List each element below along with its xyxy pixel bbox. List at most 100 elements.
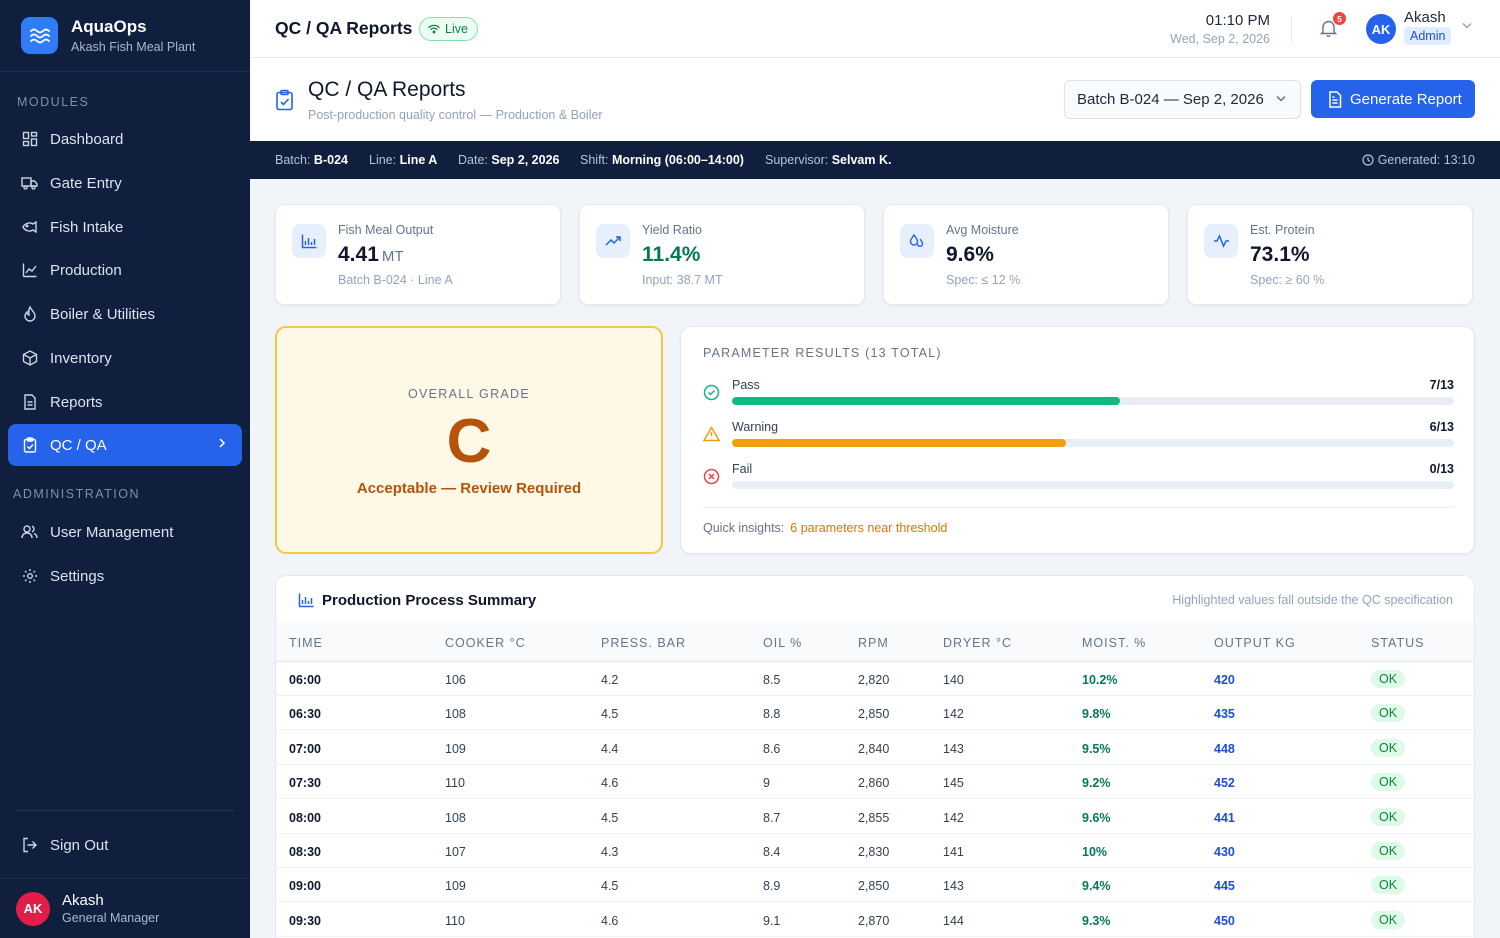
table-cell: 10% bbox=[1082, 845, 1108, 859]
table-cell: 06:30 bbox=[289, 707, 321, 722]
kpi-card-protein: Est. Protein 73.1% Spec: ≥ 60 % bbox=[1187, 204, 1473, 305]
topbar-user-name[interactable]: Akash bbox=[1404, 9, 1446, 26]
box-icon bbox=[21, 350, 38, 367]
users-icon bbox=[21, 524, 38, 541]
chevron-down-icon[interactable] bbox=[1462, 22, 1472, 29]
column-header[interactable]: OIL % bbox=[763, 636, 803, 650]
line-info: Line: Line A bbox=[369, 153, 438, 167]
table-cell: 9.6% bbox=[1082, 810, 1111, 825]
flame-icon bbox=[21, 306, 38, 323]
parameter-divider bbox=[703, 507, 1454, 508]
check-circle-icon bbox=[703, 384, 720, 401]
table-cell: 4.5 bbox=[601, 879, 619, 894]
column-header[interactable]: TIME bbox=[289, 636, 323, 650]
kpi-value: 4.41 MT bbox=[338, 243, 404, 266]
sign-out-button[interactable]: Sign Out bbox=[8, 824, 242, 866]
table-cell: 9.8% bbox=[1082, 707, 1111, 722]
table-cell: 452 bbox=[1214, 776, 1235, 791]
nav-dashboard[interactable]: Dashboard bbox=[8, 118, 242, 160]
sign-out-label: Sign Out bbox=[50, 836, 109, 854]
parameter-row-fail: Fail 0/13 bbox=[703, 462, 1454, 498]
live-label: Live bbox=[445, 22, 468, 36]
kpi-label: Avg Moisture bbox=[946, 223, 1019, 237]
table-cell: 4.3 bbox=[601, 845, 619, 859]
table-cell: 08:30 bbox=[289, 845, 321, 859]
nav-label: Dashboard bbox=[50, 130, 124, 148]
table-row[interactable]: 08:30 107 4.3 8.4 2,830 141 10% 430 OK bbox=[276, 834, 1474, 868]
nav-settings[interactable]: Settings bbox=[8, 555, 242, 597]
nav-qc-qa[interactable]: QC / QA bbox=[8, 424, 242, 466]
table-row[interactable]: 07:30 110 4.6 9 2,860 145 9.2% 452 OK bbox=[276, 765, 1474, 800]
brand-name: AquaOps bbox=[71, 17, 147, 36]
parameter-count: 7/13 bbox=[1429, 378, 1454, 392]
table-cell: 2,840 bbox=[858, 741, 890, 756]
sidebar-user-profile[interactable]: AK Akash General Manager bbox=[0, 878, 250, 938]
dashboard-icon bbox=[21, 131, 38, 148]
fish-icon bbox=[21, 219, 38, 236]
nav-label: Production bbox=[50, 261, 122, 279]
table-note: Highlighted values fall outside the QC s… bbox=[1172, 593, 1453, 607]
kpi-footnote: Input: 38.7 MT bbox=[642, 273, 723, 287]
table-cell: 109 bbox=[445, 879, 466, 894]
progress-fill bbox=[732, 439, 1066, 447]
clock-time: 01:10 PM bbox=[1205, 12, 1270, 29]
table-cell: 142 bbox=[943, 707, 964, 722]
table-cell: 4.5 bbox=[601, 810, 619, 825]
table-cell: 143 bbox=[943, 879, 964, 894]
live-status-badge: Live bbox=[419, 17, 478, 41]
status-badge: OK bbox=[1371, 773, 1406, 792]
user-role-badge: Admin bbox=[1404, 27, 1452, 45]
parameter-row-pass: Pass 7/13 bbox=[703, 378, 1454, 414]
avatar[interactable]: AK bbox=[1366, 14, 1396, 44]
table-cell: 07:30 bbox=[289, 776, 321, 791]
nav-inventory[interactable]: Inventory bbox=[8, 337, 242, 379]
column-header[interactable]: MOIST. % bbox=[1082, 636, 1147, 650]
column-header[interactable]: RPM bbox=[858, 636, 889, 650]
admin-section-label: ADMINISTRATION bbox=[13, 487, 141, 501]
table-cell: 09:00 bbox=[289, 879, 321, 894]
kpi-label: Fish Meal Output bbox=[338, 223, 434, 237]
notifications-button[interactable] bbox=[1319, 19, 1338, 42]
shift-info: Shift: Morning (06:00–14:00) bbox=[580, 153, 744, 167]
table-row[interactable]: 07:00 109 4.4 8.6 2,840 143 9.5% 448 OK bbox=[276, 731, 1474, 765]
status-badge: OK bbox=[1371, 910, 1406, 929]
table-row[interactable]: 08:00 108 4.5 8.7 2,855 142 9.6% 441 OK bbox=[276, 800, 1474, 834]
nav-boiler-utilities[interactable]: Boiler & Utilities bbox=[8, 293, 242, 335]
table-row[interactable]: 06:30 108 4.5 8.8 2,850 142 9.8% 435 OK bbox=[276, 696, 1474, 731]
brand[interactable]: AquaOps Akash Fish Meal Plant bbox=[0, 0, 250, 72]
nav-label: Boiler & Utilities bbox=[50, 305, 156, 323]
clock: 01:10 PM Wed, Sep 2, 2026 bbox=[1170, 12, 1270, 46]
column-header[interactable]: COOKER °C bbox=[445, 636, 526, 650]
table-row[interactable]: 09:00 109 4.5 8.9 2,850 143 9.4% 445 OK bbox=[276, 868, 1474, 903]
waves-logo-icon bbox=[21, 17, 58, 54]
table-cell: 10.2% bbox=[1082, 673, 1118, 687]
table-row[interactable]: 09:30 110 4.6 9.1 2,870 144 9.3% 450 OK bbox=[276, 903, 1474, 937]
generate-report-button[interactable]: Generate Report bbox=[1311, 80, 1475, 118]
table-cell: 420 bbox=[1214, 673, 1235, 687]
column-header[interactable]: STATUS bbox=[1371, 636, 1425, 650]
table-cell: 4.2 bbox=[601, 673, 619, 687]
table-cell: 8.4 bbox=[763, 845, 781, 859]
page-subtitle: Post-production quality control — Produc… bbox=[308, 108, 603, 122]
column-header[interactable]: DRYER °C bbox=[943, 636, 1013, 650]
nav-reports[interactable]: Reports bbox=[8, 381, 242, 423]
kpi-value: 73.1% bbox=[1250, 243, 1310, 266]
nav-production[interactable]: Production bbox=[8, 249, 242, 291]
nav-user-management[interactable]: User Management bbox=[8, 511, 242, 553]
progress-track bbox=[732, 397, 1454, 405]
parameter-count: 0/13 bbox=[1429, 462, 1454, 476]
status-badge: OK bbox=[1371, 842, 1406, 860]
table-cell: 8.5 bbox=[763, 673, 781, 687]
parameter-count: 6/13 bbox=[1429, 420, 1454, 434]
kpi-footnote: Spec: ≤ 12 % bbox=[946, 273, 1021, 287]
nav-gate-entry[interactable]: Gate Entry bbox=[8, 162, 242, 204]
column-header[interactable]: PRESS. BAR bbox=[601, 636, 687, 650]
table-row[interactable]: 06:00 106 4.2 8.5 2,820 140 10.2% 420 OK bbox=[276, 662, 1474, 696]
table-cell: 435 bbox=[1214, 707, 1235, 722]
table-cell: 2,830 bbox=[858, 845, 890, 859]
table-cell: 9 bbox=[763, 776, 770, 791]
batch-select[interactable]: Batch B-024 — Sep 2, 2026 bbox=[1064, 80, 1301, 119]
gear-icon bbox=[21, 568, 38, 585]
nav-fish-intake[interactable]: Fish Intake bbox=[8, 206, 242, 248]
column-header[interactable]: OUTPUT KG bbox=[1214, 636, 1296, 650]
